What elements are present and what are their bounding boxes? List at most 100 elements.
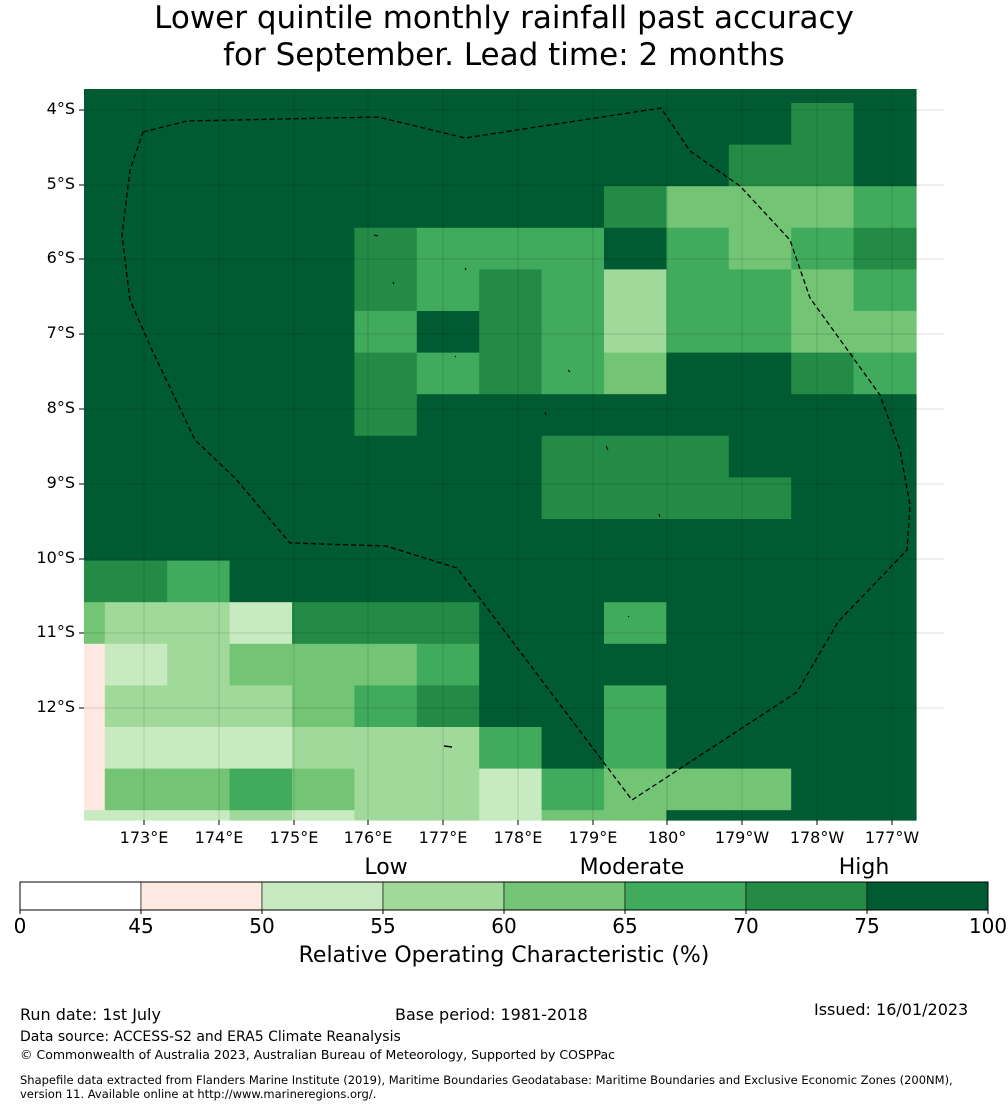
heatmap-cell xyxy=(229,810,293,821)
heatmap-cell xyxy=(541,435,605,478)
heatmap-cell xyxy=(853,89,917,104)
heatmap-cell xyxy=(791,186,855,229)
heatmap-cell xyxy=(167,768,231,811)
heatmap-cell xyxy=(84,144,106,187)
heatmap-cell xyxy=(416,685,480,728)
heatmap-cell xyxy=(104,311,168,354)
base-period: Base period: 1981-2018 xyxy=(395,1005,588,1024)
heatmap-cell xyxy=(167,311,231,354)
heatmap-cell xyxy=(167,435,231,478)
lon-label-179w: 179°W xyxy=(714,828,770,847)
lat-label-6s: 6°S xyxy=(46,248,75,267)
heatmap-cell xyxy=(541,186,605,229)
heatmap-cell xyxy=(229,602,293,645)
title-line-2: for September. Lead time: 2 months xyxy=(223,37,785,73)
heatmap-cell xyxy=(853,144,917,187)
heatmap-cell xyxy=(791,477,855,520)
heatmap-cell xyxy=(104,103,168,146)
heatmap-cell xyxy=(416,311,480,354)
heatmap-cell xyxy=(479,560,543,603)
heatmap-cell xyxy=(167,144,231,187)
heatmap-cell xyxy=(167,727,231,770)
lat-label-10s: 10°S xyxy=(36,548,75,567)
colorbar-segment xyxy=(503,881,626,911)
lon-label-176e: 176°E xyxy=(343,828,393,847)
shapefile-credit-line-2: version 11. Available online at http://w… xyxy=(20,1087,377,1101)
heatmap-cell xyxy=(666,394,730,437)
lon-label-177w: 177°W xyxy=(864,828,920,847)
heatmap-cell xyxy=(104,227,168,270)
heatmap-cell xyxy=(229,643,293,686)
category-label-moderate: Moderate xyxy=(579,855,685,880)
heatmap-cell xyxy=(167,519,231,562)
heatmap-cell xyxy=(167,810,231,821)
heatmap-cell xyxy=(354,643,418,686)
heatmap-cell xyxy=(354,560,418,603)
heatmap-cell xyxy=(167,103,231,146)
heatmap-cell xyxy=(229,311,293,354)
heatmap-cell xyxy=(292,352,355,395)
colorbar-tick-45: 45 xyxy=(128,914,154,938)
heatmap-cell xyxy=(292,435,355,478)
heatmap-cell xyxy=(416,519,480,562)
heatmap-cell xyxy=(604,727,667,770)
heatmap-cell xyxy=(666,560,730,603)
colorbar-tick-0: 0 xyxy=(13,914,27,938)
heatmap-cell xyxy=(84,685,106,728)
heatmap-cell xyxy=(791,560,855,603)
heatmap-cell xyxy=(84,227,106,270)
heatmap-cell xyxy=(104,89,168,104)
heatmap-cell xyxy=(229,103,293,146)
colorbar-tick-75: 75 xyxy=(854,914,880,938)
heatmap-cell xyxy=(728,685,792,728)
heatmap-cell xyxy=(229,727,293,770)
heatmap-cell xyxy=(84,394,106,437)
heatmap-cell xyxy=(728,352,792,395)
heatmap-cell xyxy=(853,352,917,395)
issued-date: Issued: 16/01/2023 xyxy=(814,1000,969,1019)
heatmap-cell xyxy=(853,685,917,728)
colorbar-segment xyxy=(624,881,747,911)
lon-label-175e: 175°E xyxy=(269,828,319,847)
heatmap-cell xyxy=(167,394,231,437)
heatmap-cell xyxy=(354,144,418,187)
heatmap-cell xyxy=(541,269,605,312)
heatmap-cell xyxy=(479,435,543,478)
heatmap-cell xyxy=(354,602,418,645)
heatmap-cell xyxy=(541,768,605,811)
heatmap-cell xyxy=(853,643,917,686)
heatmap-cell xyxy=(791,89,855,104)
heatmap-cell xyxy=(229,186,293,229)
heatmap-cell xyxy=(416,269,480,312)
islands xyxy=(373,234,661,748)
heatmap-cell xyxy=(604,103,667,146)
heatmap-cell xyxy=(666,89,730,104)
heatmap-cell xyxy=(604,89,667,104)
heatmap-cell xyxy=(791,144,855,187)
colorbar-tick-100: 100 xyxy=(968,914,1008,938)
heatmap-cell xyxy=(229,560,293,603)
copyright-notice: © Commonwealth of Australia 2023, Austra… xyxy=(20,1047,615,1062)
heatmap-cell xyxy=(84,352,106,395)
lat-label-11s: 11°S xyxy=(36,622,75,641)
heatmap-cell xyxy=(728,144,792,187)
heatmap-cell xyxy=(167,89,231,104)
heatmap-cell xyxy=(229,519,293,562)
heatmap-cell xyxy=(479,227,543,270)
heatmap-cell xyxy=(853,311,917,354)
heatmap-cell xyxy=(604,186,667,229)
heatmap-cell xyxy=(791,435,855,478)
heatmap-cell xyxy=(292,519,355,562)
heatmap-cell xyxy=(541,727,605,770)
heatmap-cell xyxy=(853,103,917,146)
heatmap-cell xyxy=(479,144,543,187)
heatmap-cell xyxy=(541,477,605,520)
heatmap-cell xyxy=(853,810,917,821)
shapefile-credit-line-1: Shapefile data extracted from Flanders M… xyxy=(20,1073,953,1087)
eez-boundary xyxy=(121,107,911,801)
heatmap-cell xyxy=(853,727,917,770)
heatmap-cell xyxy=(292,685,355,728)
heatmap-cell xyxy=(292,768,355,811)
colorbar xyxy=(19,881,989,914)
heatmap-cell xyxy=(604,227,667,270)
